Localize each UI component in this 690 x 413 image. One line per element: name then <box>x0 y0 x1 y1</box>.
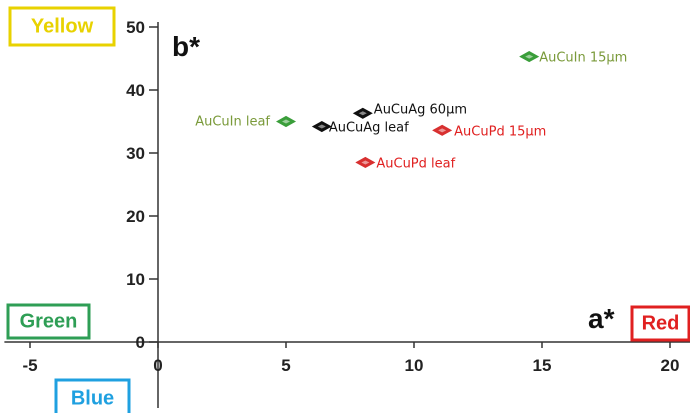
y-tick-label: 40 <box>126 81 145 100</box>
direction-label-box <box>630 305 690 342</box>
point-marker-highlight <box>282 119 290 124</box>
direction-label-text: Red <box>642 313 680 335</box>
y-tick-label: 50 <box>126 18 145 37</box>
direction-label-yellow: Yellow <box>8 6 116 47</box>
direction-labels: Yellow Green Red Blue <box>6 6 690 413</box>
direction-label-box <box>8 6 116 47</box>
direction-label-box <box>6 303 91 340</box>
point-label: AuCuAg 60μm <box>374 102 467 117</box>
data-point: AuCuAg leaf <box>311 121 409 136</box>
x-tick-label: 0 <box>153 356 162 375</box>
point-label: AuCuPd 15μm <box>454 124 546 139</box>
y-tick-label: 20 <box>126 207 145 226</box>
data-point: AuCuAg 60μm <box>352 102 467 119</box>
y-tick-label: 0 <box>136 333 145 352</box>
point-marker-highlight <box>361 160 370 165</box>
x-tick-label: 5 <box>281 356 290 375</box>
y-tick-label: 30 <box>126 144 145 163</box>
data-point: AuCuPd 15μm <box>432 124 546 139</box>
point-label: AuCuPd leaf <box>376 156 455 171</box>
axes: a* b* <box>4 22 690 408</box>
points: AuCuIn 15μm AuCuIn leaf AuCuAg 60μm AuCuAg … <box>195 51 627 172</box>
point-label: AuCuIn 15μm <box>539 51 627 66</box>
x-tick-label: 10 <box>405 356 424 375</box>
ticks: -5 0 5 10 15 20 0 10 20 30 40 50 <box>22 18 679 375</box>
y-tick-label: 10 <box>126 270 145 289</box>
data-point: AuCuIn leaf <box>195 115 297 130</box>
direction-label-text: Blue <box>71 388 114 410</box>
direction-label-red: Red <box>630 305 690 342</box>
x-tick-label: 15 <box>533 356 552 375</box>
direction-label-text: Green <box>20 311 78 333</box>
x-tick-label: -5 <box>22 356 37 375</box>
point-marker-highlight <box>438 128 447 133</box>
direction-label-blue: Blue <box>54 378 131 413</box>
point-label: AuCuIn leaf <box>195 115 270 130</box>
x-tick-label: 20 <box>661 356 680 375</box>
direction-label-green: Green <box>6 303 91 340</box>
direction-label-box <box>54 378 131 413</box>
y-axis-title: b* <box>172 31 200 62</box>
point-marker-highlight <box>358 111 367 116</box>
x-axis-title: a* <box>588 303 615 334</box>
point-marker-highlight <box>317 124 326 129</box>
point-marker-highlight <box>525 54 534 59</box>
data-point: AuCuPd leaf <box>355 156 456 171</box>
direction-label-text: Yellow <box>31 16 94 38</box>
point-label: AuCuAg leaf <box>329 121 409 136</box>
data-point: AuCuIn 15μm <box>519 51 627 66</box>
